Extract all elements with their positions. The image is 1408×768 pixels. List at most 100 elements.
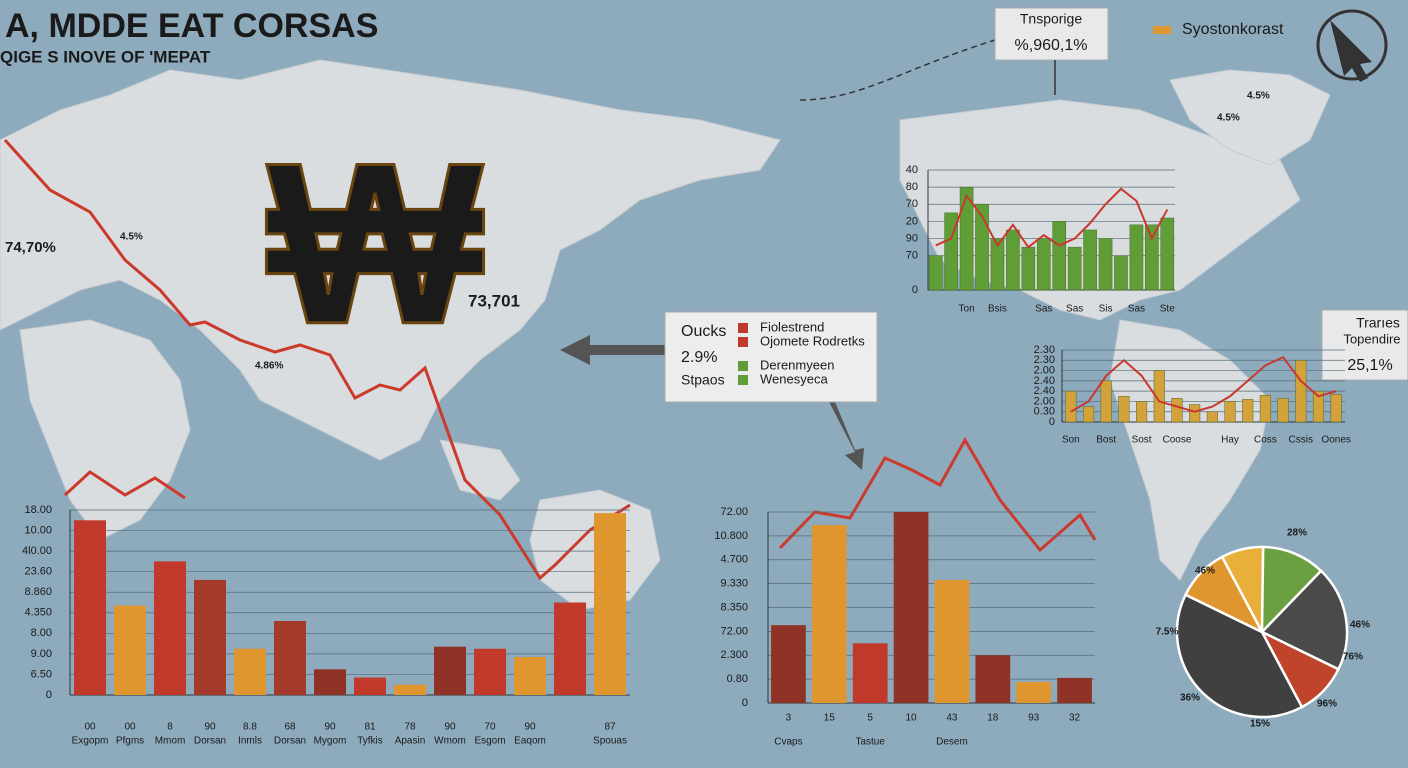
top-box <box>994 7 1109 61</box>
x-tick-label: Eaqom <box>514 736 546 747</box>
bar <box>1006 229 1020 291</box>
y-tick-label: 8.350 <box>720 601 748 613</box>
bar <box>975 655 1011 703</box>
bar <box>811 525 847 703</box>
y-tick-label: 72.00 <box>720 506 748 518</box>
legend-label: Derenmyeen <box>760 357 834 372</box>
pie-label: 7.5% <box>1156 627 1179 638</box>
bar <box>274 621 306 695</box>
charts: 0 6.50 9.00 8.00 4.350 8.860 23.60 4l0.00 10.00 1… <box>22 164 1370 748</box>
x-tick-label: Oones <box>1321 435 1350 446</box>
legend-label: Fiolestrend <box>760 319 824 334</box>
annotation: 74,70% <box>5 239 56 256</box>
currency-symbol: ₩ <box>266 115 484 372</box>
x-tick-label: Mygom <box>314 736 347 747</box>
bar <box>928 255 943 291</box>
x-tick-label: 3 <box>786 713 792 724</box>
y-tick-label: 2.30 <box>1034 344 1055 356</box>
x-tick-label: Coss <box>1254 435 1277 446</box>
bar <box>771 625 806 703</box>
bar <box>154 561 186 695</box>
title: A, MDDE EAT CORSAS <box>5 7 378 45</box>
x-tick-label: Ton <box>959 304 975 315</box>
y-tick-label: 72.00 <box>720 625 748 637</box>
legend-box-label: Stpaos <box>681 372 725 388</box>
y-tick-label: 8.00 <box>31 627 52 639</box>
bar <box>1052 221 1067 291</box>
x-tick-label: Son <box>1062 435 1080 446</box>
bar <box>1171 398 1183 423</box>
bar <box>1021 246 1036 291</box>
y-tick-label: 4.350 <box>24 607 52 619</box>
arrow <box>560 335 665 365</box>
annotation: 4.5% <box>1247 91 1270 102</box>
box-title: Trarıes <box>1356 315 1400 331</box>
bar <box>1145 224 1159 291</box>
trend-line <box>778 436 1097 553</box>
pie-slice <box>1259 569 1349 671</box>
y-tick-label: 9.330 <box>720 578 748 590</box>
pie-slice <box>1175 593 1304 719</box>
x-tick-label: Sas <box>1066 304 1083 315</box>
x-tick-label: Tastue <box>855 737 885 748</box>
right-box <box>1321 309 1408 381</box>
x-tick-label: Mmom <box>155 736 186 747</box>
x-tick-label: 43 <box>946 713 958 724</box>
bar <box>1114 255 1128 291</box>
bar <box>1189 404 1201 423</box>
x-tick-label: Dorsan <box>194 736 226 747</box>
x-tick-label: 15 <box>824 713 836 724</box>
legend-swatch <box>738 323 748 333</box>
bar <box>474 648 506 695</box>
x-tick-label: Pfgms <box>116 736 144 747</box>
x-tick-label: Inmls <box>238 736 262 747</box>
bar <box>1277 398 1289 423</box>
y-tick-label: 0 <box>1049 416 1055 428</box>
trend-line <box>63 470 186 500</box>
bar <box>1100 380 1112 423</box>
box-value: 25,1% <box>1347 357 1392 374</box>
x-tick-label: 78 <box>404 722 416 733</box>
bar <box>354 677 386 695</box>
x-tick-label: 10 <box>906 713 918 724</box>
bar <box>1330 393 1342 423</box>
x-tick-label: 90 <box>444 722 456 733</box>
bar <box>194 579 226 695</box>
bar <box>1067 246 1082 291</box>
y-tick-label: 6.50 <box>31 668 52 680</box>
x-tick-label: 8 <box>167 722 173 733</box>
bar <box>554 602 586 695</box>
y-tick-label: 9.00 <box>31 648 52 660</box>
legend-box-label: 2.9% <box>681 349 717 366</box>
bar <box>1129 224 1144 291</box>
x-tick-label: 70 <box>484 722 496 733</box>
annotation: 73,701 <box>468 291 520 310</box>
pie-slice <box>1183 555 1265 635</box>
x-tick-label: 90 <box>324 722 336 733</box>
x-tick-label: Ste <box>1160 304 1175 315</box>
x-tick-label: Cvaps <box>774 737 802 748</box>
y-tick-label: 80 <box>906 181 918 193</box>
y-tick-label: 0.30 <box>1034 406 1055 418</box>
x-tick-label: Bost <box>1096 435 1116 446</box>
bar <box>1206 411 1218 423</box>
x-tick-label: Bsis <box>988 304 1007 315</box>
y-tick-label: 90 <box>906 232 918 244</box>
y-tick-label: 0 <box>912 284 918 296</box>
legend-swatch <box>738 337 748 347</box>
y-tick-label: 10.00 <box>24 524 52 536</box>
x-tick-label: Spouas <box>593 736 627 747</box>
y-tick-label: 40 <box>906 164 918 176</box>
connector <box>799 39 996 101</box>
box-subtitle: Topendire <box>1343 331 1400 346</box>
bar <box>1065 390 1077 423</box>
x-tick-label: Desem <box>936 737 968 748</box>
box-title: Tnsporige <box>1020 11 1082 27</box>
y-tick-label: 2.300 <box>720 649 748 661</box>
bar <box>1083 229 1097 291</box>
y-tick-label: 0 <box>742 697 748 709</box>
pie-label: 15% <box>1250 719 1270 730</box>
bar <box>1224 401 1236 423</box>
x-tick-label: 90 <box>524 722 536 733</box>
